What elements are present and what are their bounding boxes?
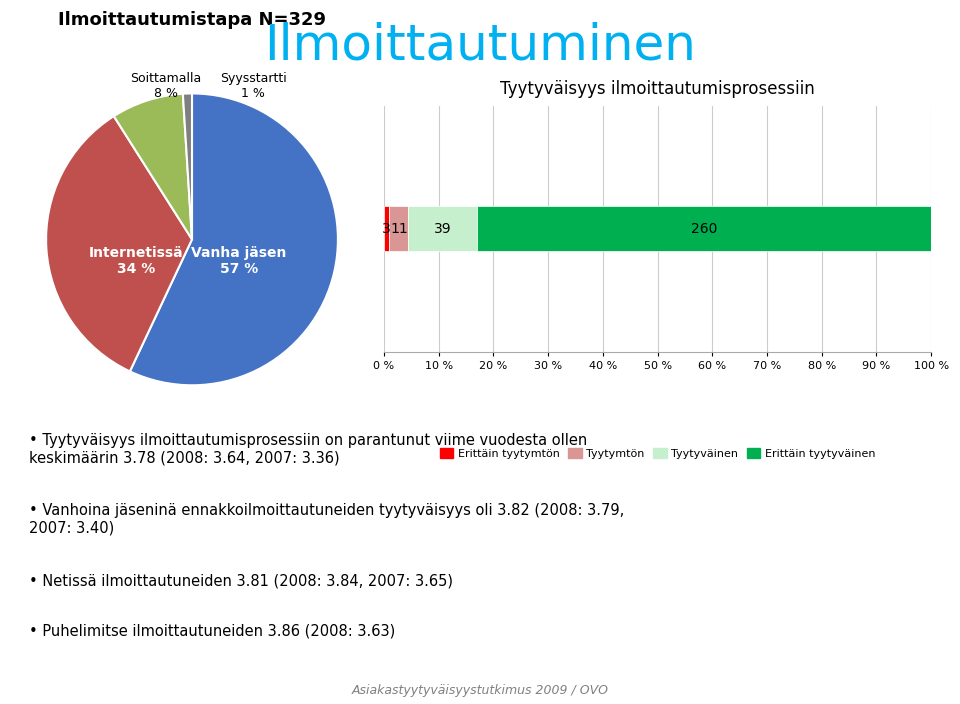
Legend: Erittäin tyytymtön, Tyytymtön, Tyytyväinen, Erittäin tyytyväinen: Erittäin tyytymtön, Tyytymtön, Tyytyväin… [436,444,879,463]
Text: • Vanhoina jäseninä ennakkoilmoittautuneiden tyytyväisyys oli 3.82 (2008: 3.79,
: • Vanhoina jäseninä ennakkoilmoittautune… [29,503,624,536]
Bar [389,206,408,251]
Text: 260: 260 [691,222,717,236]
Bar [384,206,389,251]
Text: • Tyytyväisyys ilmoittautumisprosessiin on parantunut viime vuodesta ollen
keski: • Tyytyväisyys ilmoittautumisprosessiin … [29,433,588,465]
Text: Ilmoittautuminen: Ilmoittautuminen [264,21,696,69]
Wedge shape [114,94,192,239]
Text: Asiakastyytyväisyystutkimus 2009 / OVO: Asiakastyytyväisyystutkimus 2009 / OVO [351,684,609,697]
Bar [408,206,477,251]
Text: • Netissä ilmoittautuneiden 3.81 (2008: 3.84, 2007: 3.65): • Netissä ilmoittautuneiden 3.81 (2008: … [29,574,453,589]
Title: Ilmoittautumistapa N=329: Ilmoittautumistapa N=329 [58,11,326,29]
Text: Soittamalla
8 %: Soittamalla 8 % [131,72,202,100]
Text: Internetissä
34 %: Internetissä 34 % [89,246,184,277]
Text: Syysstartti
1 %: Syysstartti 1 % [220,72,287,100]
Wedge shape [130,94,338,385]
Title: Tyytyväisyys ilmoittautumisprosessiin: Tyytyväisyys ilmoittautumisprosessiin [500,80,815,99]
Wedge shape [182,94,192,239]
Text: 3: 3 [382,222,391,236]
Text: 39: 39 [434,222,451,236]
Text: Vanha jäsen
57 %: Vanha jäsen 57 % [191,246,286,277]
Text: • Puhelimitse ilmoittautuneiden 3.86 (2008: 3.63): • Puhelimitse ilmoittautuneiden 3.86 (20… [29,623,396,638]
Bar [477,206,931,251]
Wedge shape [46,116,192,372]
Text: 11: 11 [390,222,408,236]
